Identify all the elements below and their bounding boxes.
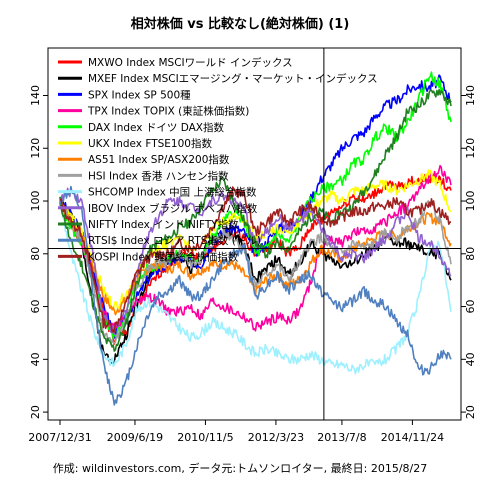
series-line-8 — [59, 203, 452, 375]
y-tick-label-left: 80 — [29, 247, 42, 261]
y-tick-label-right: 60 — [464, 300, 477, 314]
series-line-9 — [59, 186, 452, 336]
series-line-11 — [59, 185, 452, 406]
y-tick-label-left: 120 — [29, 138, 42, 159]
y-tick-label-left: 60 — [29, 300, 42, 314]
legend-label: MXEF Index MSCIエマージング・マーケット・インデックス — [88, 72, 378, 85]
y-tick-label-right: 140 — [464, 85, 477, 106]
legend: MXWO Index MSCIワールド インデックス MXEF Index MSC… — [58, 56, 378, 263]
x-tick-label: 2007/12/31 — [28, 431, 91, 444]
chart-title: 相対株価 vs 比較なし(絶対株価) (1) — [131, 16, 350, 32]
y-tick-label-left: 140 — [29, 85, 42, 106]
legend-label: MXWO Index MSCIワールド インデックス — [88, 56, 293, 69]
x-axis: 2007/12/31 2009/6/19 2010/11/5 2012/3/23 201… — [28, 420, 444, 444]
x-tick-label: 2009/6/19 — [107, 431, 163, 444]
x-tick-label: 2013/7/8 — [317, 431, 366, 444]
legend-label: NIFTY Index インド NIFTY指数 — [88, 218, 239, 231]
series-lines — [59, 71, 452, 406]
legend-label: DAX Index ドイツ DAX指数 — [88, 121, 224, 134]
y-tick-label-left: 20 — [29, 405, 42, 419]
legend-label: IBOV Index ブラジル ボベスパ指数 — [88, 202, 258, 215]
y-tick-label-right: 20 — [464, 405, 477, 419]
x-tick-label: 2014/11/24 — [381, 431, 444, 444]
y-tick-label-right: 40 — [464, 352, 477, 366]
y-tick-label-left: 100 — [29, 191, 42, 212]
legend-label: RTSI$ Index ロシア RTS指数 (ドル) — [88, 234, 261, 247]
y-axis-left: 20 40 60 80 100 120 140 — [29, 85, 48, 419]
legend-label: SPX Index SP 500種 — [88, 88, 191, 101]
series-line-0 — [59, 172, 452, 345]
chart-caption: 作成: wildinvestors.com, データ元:トムソンロイター, 最終… — [53, 461, 427, 475]
y-axis-right: 20 40 60 80 100 120 140 — [461, 85, 477, 419]
y-tick-label-left: 40 — [29, 352, 42, 366]
legend-label: TPX Index TOPIX (東証株価指数) — [87, 105, 249, 118]
series-line-12 — [59, 186, 451, 333]
y-tick-label-right: 100 — [464, 191, 477, 212]
reference-lines — [48, 48, 461, 420]
legend-label: KOSPI Index 韓国総合株価指数 — [88, 250, 239, 263]
series-line-10 — [59, 88, 452, 352]
x-tick-label: 2012/3/23 — [248, 431, 304, 444]
x-tick-label: 2010/11/5 — [177, 431, 233, 444]
plot-frame — [47, 47, 462, 421]
legend-label: UKX Index FTSE100指数 — [88, 137, 212, 150]
y-tick-label-right: 120 — [464, 138, 477, 159]
series-line-5 — [59, 169, 452, 311]
legend-label: SHCOMP Index 中国 上海総合指数 — [88, 186, 257, 199]
legend-label: HSI Index 香港 ハンセン指数 — [88, 169, 229, 182]
y-tick-label-right: 80 — [464, 247, 477, 261]
legend-label: AS51 Index SP/ASX200指数 — [88, 153, 230, 166]
